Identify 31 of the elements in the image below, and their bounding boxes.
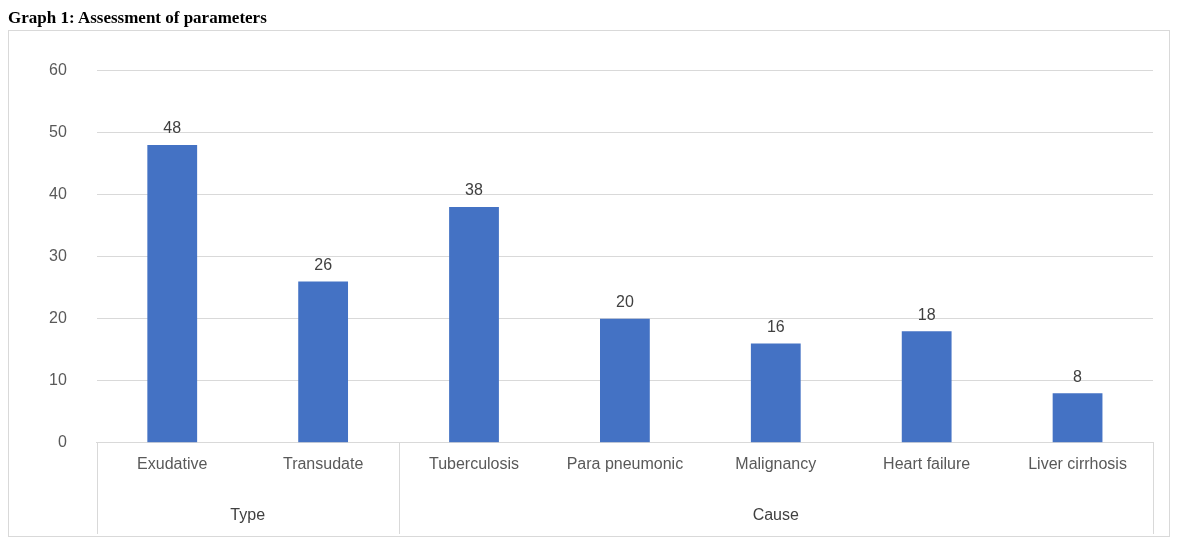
data-label: 26 [314, 255, 333, 273]
y-tick-label: 50 [49, 123, 67, 141]
x-tick-label: Heart failure [883, 454, 971, 472]
bar [750, 343, 801, 443]
x-tick-label: Exudative [137, 454, 208, 472]
x-tick-label: Malignancy [735, 454, 817, 472]
bar [901, 331, 952, 443]
x-tick-label: Tuberculosis [428, 454, 520, 472]
y-tick-label: 30 [49, 247, 67, 265]
y-tick-label: 40 [49, 185, 67, 203]
bar [600, 318, 650, 443]
x-tick-label: Liver cirrhosis [1028, 454, 1127, 472]
x-tick-label: Para pneumonic [566, 454, 684, 472]
bar [449, 207, 499, 443]
data-label: 38 [465, 181, 484, 199]
data-label: 16 [766, 317, 785, 335]
data-label: 18 [917, 305, 936, 323]
y-tick-label: 10 [49, 371, 67, 389]
text: Type [230, 506, 266, 524]
chart-title: Graph 1: Assessment of parameters [8, 8, 268, 28]
y-tick-label: 0 [57, 433, 67, 451]
bar [147, 145, 198, 443]
x-tick-label: Transudate [282, 454, 364, 472]
y-tick-label: 60 [49, 61, 67, 79]
bar [298, 281, 349, 443]
text: Cause [752, 506, 800, 524]
y-tick-label: 20 [49, 309, 67, 327]
data-label: 20 [616, 293, 634, 311]
bar [1052, 393, 1103, 443]
data-label: 8 [1073, 367, 1083, 385]
data-label: 48 [163, 119, 182, 137]
